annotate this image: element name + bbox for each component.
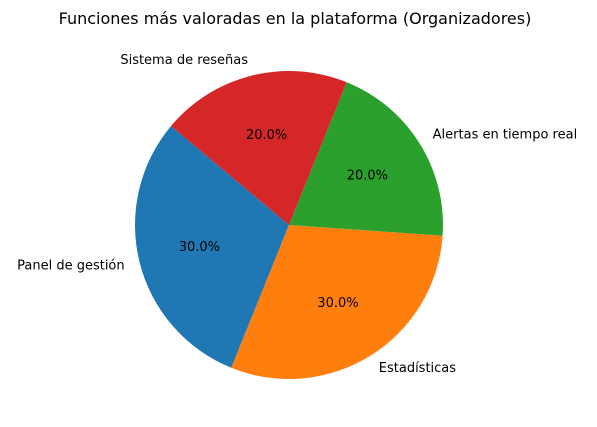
category-label-estadisticas: Estadísticas (379, 361, 457, 376)
category-label-sistema-de-resenas: Sistema de reseñas (120, 53, 248, 68)
pct-label-alertas-en-tiempo-real: 20.0% (347, 169, 388, 184)
pct-label-estadisticas: 30.0% (317, 296, 358, 311)
category-label-panel-de-gestion: Panel de gestión (17, 258, 125, 273)
pie-slice-panel-de-gestion (134, 126, 289, 368)
pie-slices (134, 71, 443, 379)
pct-label-panel-de-gestion: 30.0% (179, 240, 220, 255)
category-label-alertas-en-tiempo-real: Alertas en tiempo real (433, 128, 578, 143)
pie-slice-alertas-en-tiempo-real (289, 82, 443, 236)
pct-label-sistema-de-resenas: 20.0% (246, 128, 287, 143)
pie-slice-sistema-de-resenas (171, 71, 347, 225)
pie-slice-estadisticas (231, 225, 443, 379)
chart-title: Funciones más valoradas en la plataforma… (59, 9, 532, 28)
pie-labels: 30.0% Panel de gestión 30.0% Estadísticas 20… (17, 53, 577, 376)
